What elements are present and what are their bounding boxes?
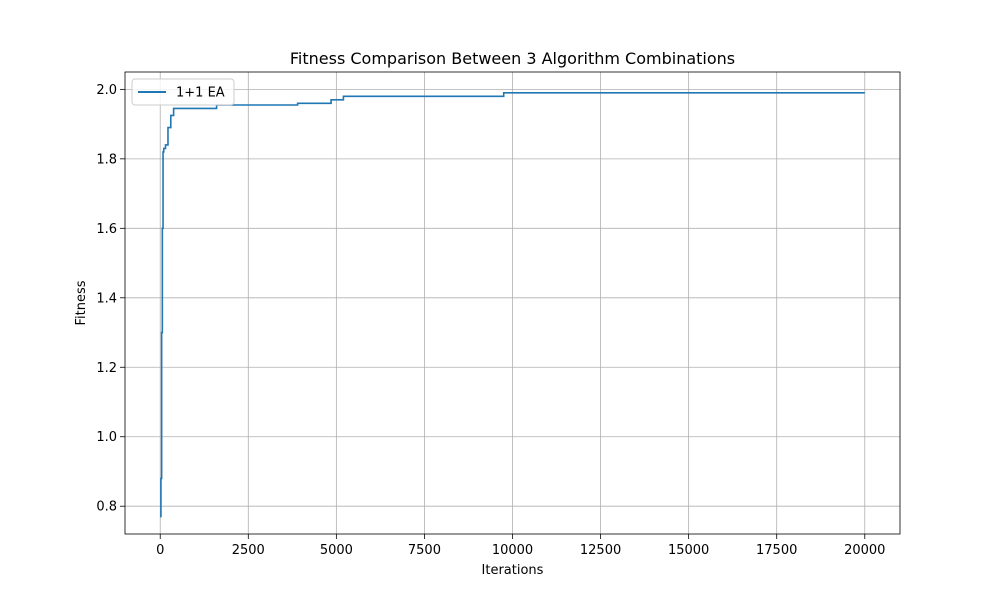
series-line-0: [160, 92, 865, 518]
x-tick-label: 10000: [492, 543, 533, 558]
y-tick-label: 1.4: [96, 291, 117, 306]
x-axis-label: Iterations: [482, 563, 544, 578]
x-tick-label: 7500: [408, 543, 441, 558]
y-tick-label: 1.0: [96, 430, 117, 445]
legend: 1+1 EA: [131, 78, 235, 106]
legend-label: 1+1 EA: [176, 86, 225, 101]
y-axis-label: Fitness: [74, 280, 89, 325]
chart-title: Fitness Comparison Between 3 Algorithm C…: [290, 49, 735, 68]
grid: [125, 72, 900, 534]
series-layer: [160, 92, 865, 518]
y-tick-label: 2.0: [96, 83, 117, 98]
ticks: 0 2500 5000 7500 10000 12500 15000 17500 20000 0.…: [96, 83, 885, 558]
x-tick-label: 2500: [232, 543, 265, 558]
y-tick-label: 1.8: [96, 152, 117, 167]
y-tick-label: 0.8: [96, 500, 117, 515]
y-tick-label: 1.6: [96, 222, 117, 237]
legend-box: [131, 78, 235, 106]
x-tick-label: 5000: [320, 543, 353, 558]
x-tick-label: 0: [156, 543, 164, 558]
x-tick-label: 20000: [844, 543, 885, 558]
y-tick-label: 1.2: [96, 361, 117, 376]
x-tick-label: 15000: [668, 543, 709, 558]
x-tick-label: 12500: [580, 543, 621, 558]
x-tick-label: 17500: [756, 543, 797, 558]
